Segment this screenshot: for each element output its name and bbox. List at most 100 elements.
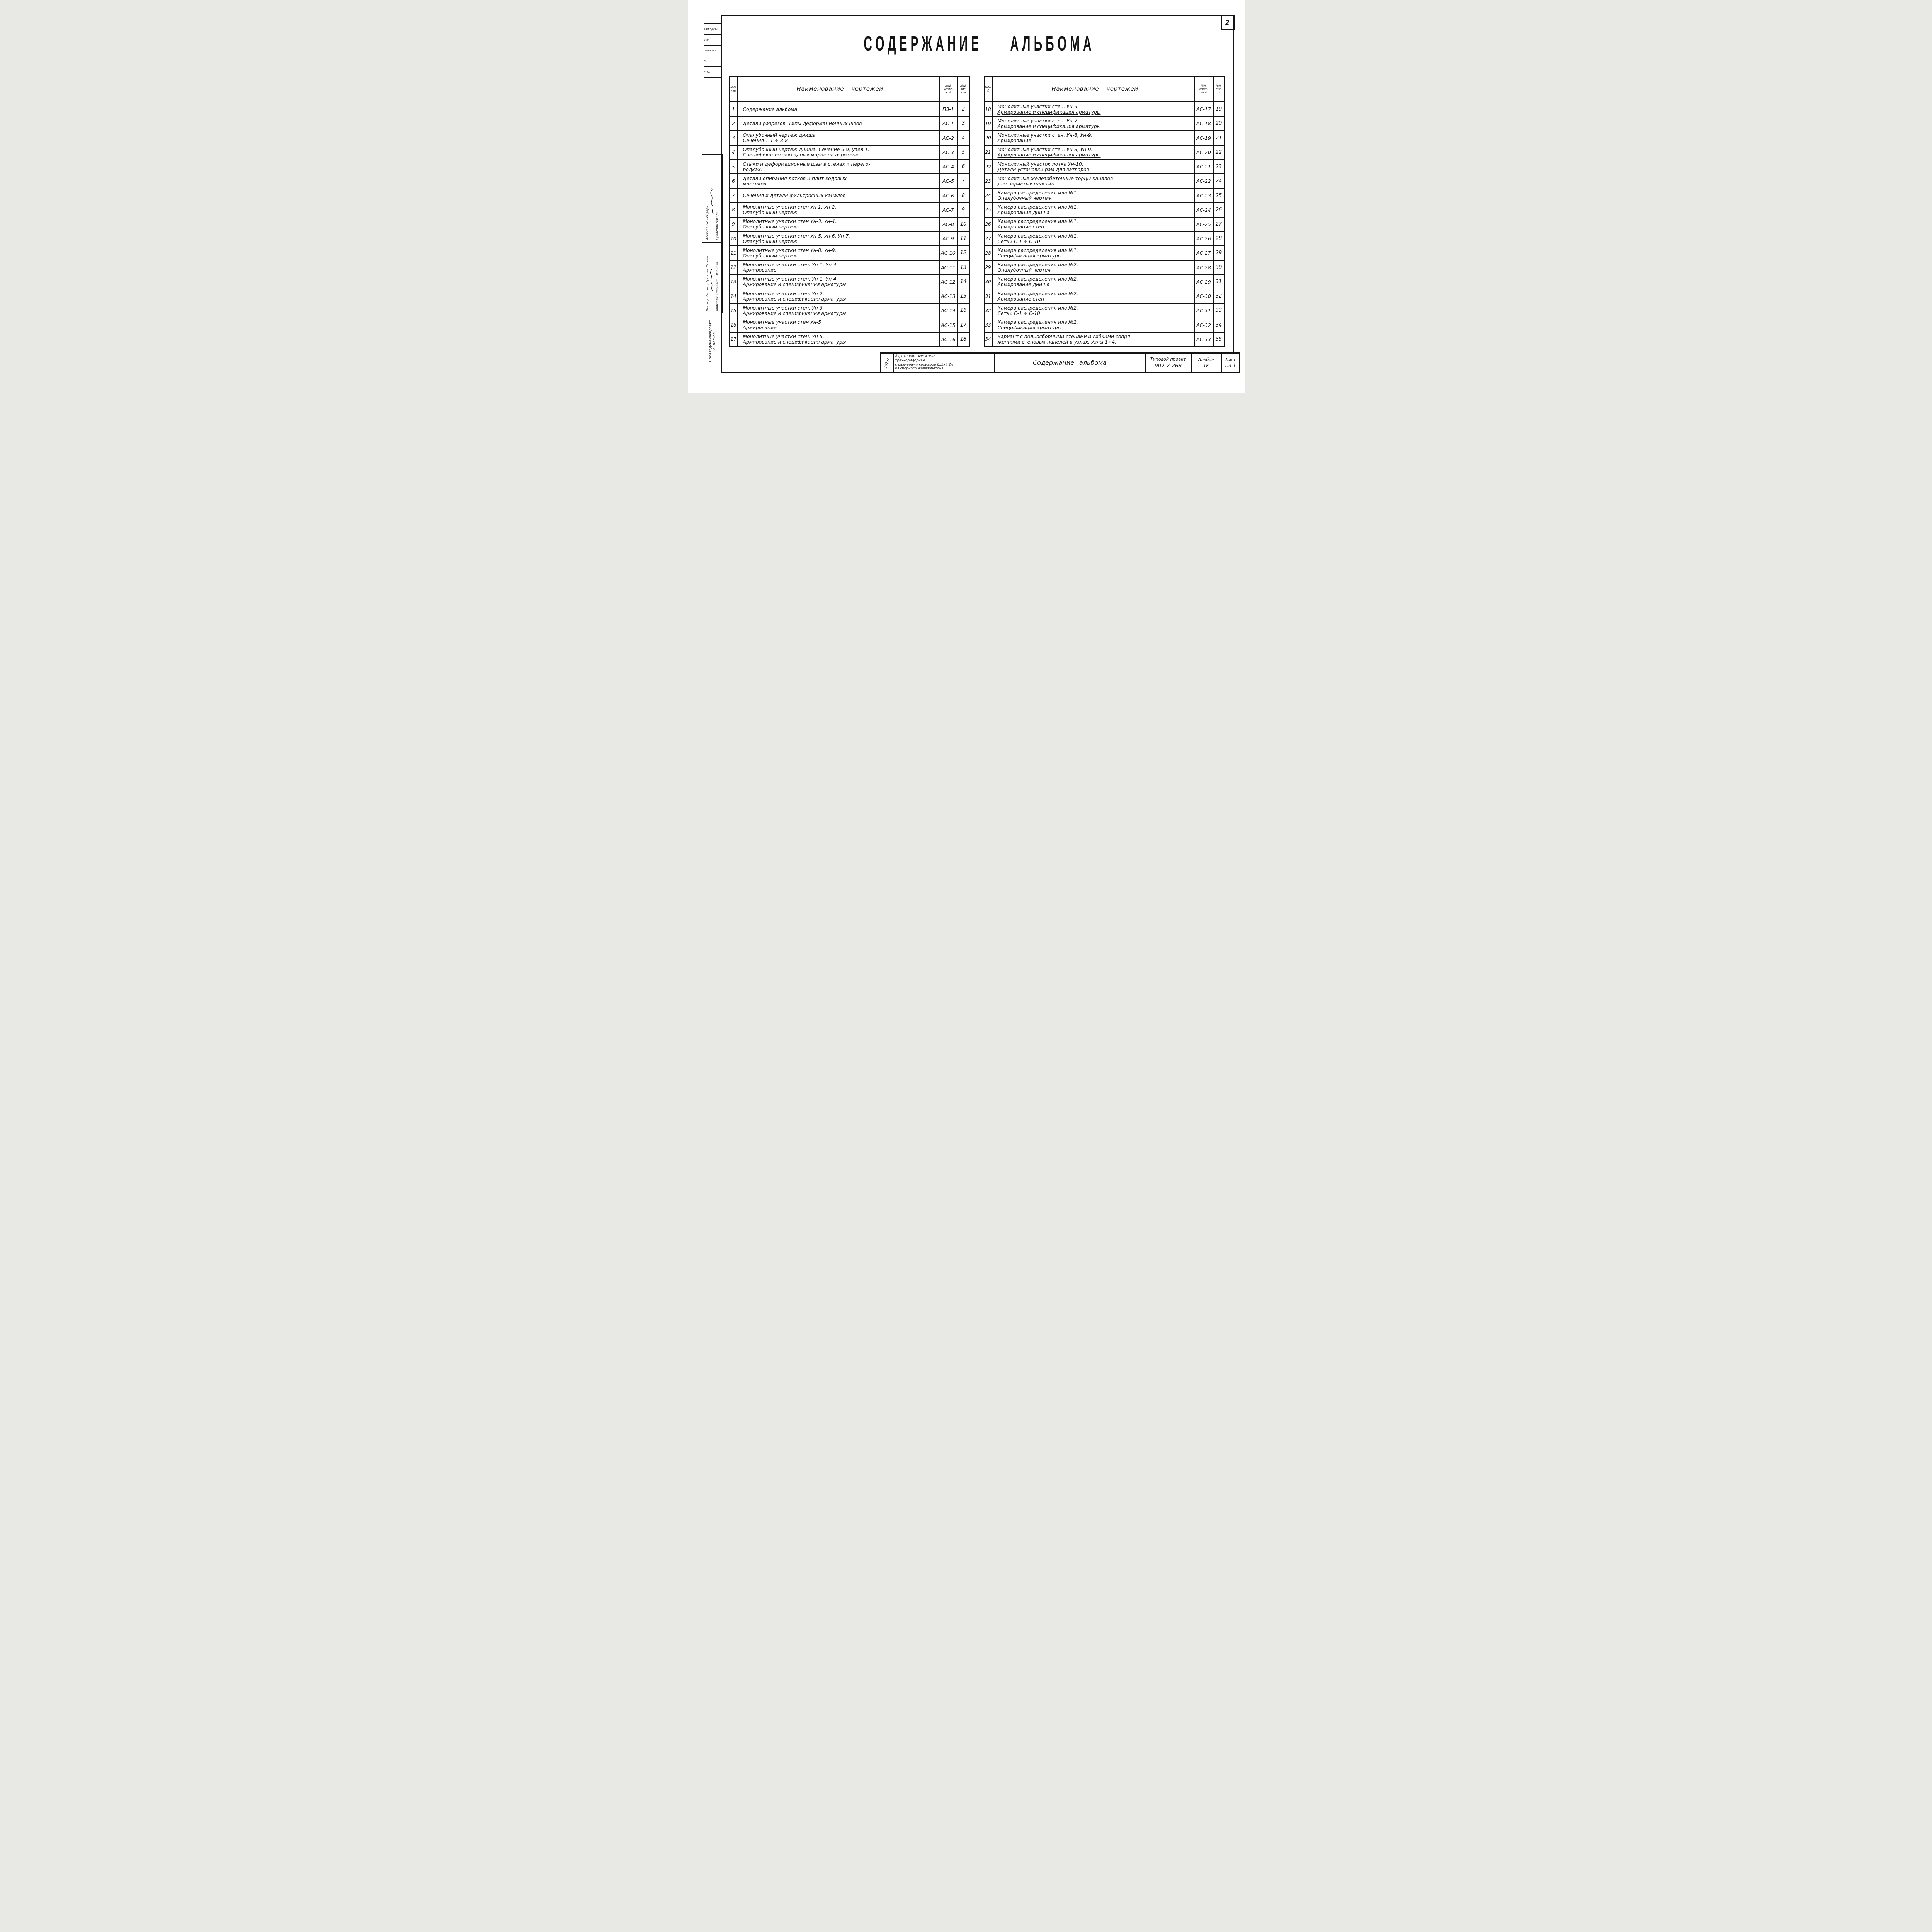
sheet-number: 22 bbox=[1215, 149, 1222, 155]
drawing-number: АС-9 bbox=[940, 232, 958, 246]
toc-row: 6 Детали опирания лотков и плит ходовых мо… bbox=[730, 173, 969, 188]
row-number: 3 bbox=[730, 131, 738, 145]
drawing-title-line2: родках. bbox=[743, 167, 762, 172]
drawing-title-line1: Монолитные участки стен. Ун-1, Ун-4. bbox=[743, 276, 838, 282]
drawing-number: П3-1 bbox=[940, 102, 958, 116]
signature-labels: Проверил Бакара bbox=[715, 211, 719, 240]
drawing-title: Монолитные участки стен Ун-8, Ун-9. Опалу… bbox=[738, 246, 940, 260]
drawing-title: Опалубочный чертеж днища. Сечения 1-1 ÷ 8… bbox=[738, 131, 940, 145]
drawing-number: АС-30 bbox=[1195, 289, 1214, 303]
row-number: 22 bbox=[985, 160, 993, 174]
drawing-title-line1: Стыки и деформационные швы в стенах и пе… bbox=[743, 161, 870, 167]
row-number: 29 bbox=[985, 260, 993, 274]
toc-row: 25 Камера распределения ила №1. Армировани… bbox=[985, 202, 1224, 217]
drawing-title: Монолитные участки стен. Ун-1, Ун-4. Арми… bbox=[738, 260, 940, 274]
header-drawing-no: №№ черте-жей bbox=[940, 77, 958, 101]
sheet-number: 21 bbox=[1215, 135, 1222, 141]
toc-row: 24 Камера распределения ила №1. Опалубочны… bbox=[985, 188, 1224, 202]
row-number: 34 bbox=[985, 332, 993, 346]
toc-row: 29 Камера распределения ила №2. Опалубочны… bbox=[985, 260, 1224, 274]
drawing-title: Монолитные участки стен. Ун-6 Армирование… bbox=[993, 102, 1195, 116]
row-number: 17 bbox=[730, 332, 738, 346]
drawing-title-line2: Опалубочный чертеж bbox=[743, 210, 798, 216]
drawing-sheet: 2 СОДЕРЖАНИЕ АЛЬБОМА №№ изм Наименование ч… bbox=[687, 0, 1245, 393]
drawing-title-line1: Камера распределения ила №1. bbox=[997, 190, 1078, 196]
drawing-number: АС-13 bbox=[940, 289, 958, 303]
drawing-title-line1: Камера распределения ила №1. bbox=[997, 247, 1078, 253]
row-number: 31 bbox=[985, 289, 993, 303]
drawing-title: Монолитные участки стен. Ун-7. Армировани… bbox=[993, 117, 1195, 131]
row-number: 13 bbox=[730, 275, 738, 289]
year-label: 1975г. bbox=[883, 356, 891, 369]
drawing-title-line1: Камера распределения ила №2. bbox=[997, 276, 1078, 282]
row-number: 21 bbox=[985, 145, 993, 159]
drawing-title-line2: Армирование и спецификация арматуры bbox=[743, 296, 846, 302]
drawing-title: Содержание альбома bbox=[738, 102, 940, 116]
drawing-title-line2: Опалубочный чертеж bbox=[997, 267, 1052, 273]
row-number: 23 bbox=[985, 174, 993, 188]
drawing-title-line1: Монолитные участки стен Ун-1, Ун-2. bbox=[743, 204, 837, 210]
drawing-number: АС-6 bbox=[940, 189, 958, 202]
sheet-number: 19 bbox=[1215, 106, 1222, 112]
sheet-number: 18 bbox=[960, 336, 967, 342]
sheet-number: 2 bbox=[961, 106, 965, 112]
signature-icon bbox=[710, 188, 713, 214]
title-block-year-cell: 1975г. bbox=[881, 354, 894, 372]
toc-row: 7 Сечения и детали фильтросных каналов АС-… bbox=[730, 188, 969, 202]
toc-row: 31 Камера распределения ила №2. Армировани… bbox=[985, 289, 1224, 303]
drawing-title-line2: Армирование и спецификация арматуры bbox=[743, 282, 846, 287]
sheet-number: 34 bbox=[1215, 322, 1222, 328]
drawing-title-line1: Камера распределения ила №2. bbox=[997, 291, 1078, 296]
header-drawing-name: Наименование чертежей bbox=[738, 77, 940, 101]
drawing-title: Камера распределения ила №1. Сетки С-1 ÷ … bbox=[993, 232, 1195, 246]
drawing-title: Монолитные участки стен. Ун-1, Ун-4. Арми… bbox=[738, 275, 940, 289]
header-drawing-name: Наименование чертежей bbox=[993, 77, 1195, 101]
drawing-number: АС-3 bbox=[940, 145, 958, 159]
toc-row: 14 Монолитные участки стен. Ун-2. Армирова… bbox=[730, 289, 969, 303]
row-number: 6 bbox=[730, 174, 738, 188]
drawing-title: Камера распределения ила №2. Опалубочный … bbox=[993, 260, 1195, 274]
drawing-title: Монолитный участок лотка Ун-10. Детали ус… bbox=[993, 160, 1195, 174]
sheet-number: 10 bbox=[960, 221, 967, 227]
sheet-number: 14 bbox=[960, 279, 967, 285]
project-label: Типовой проект bbox=[1150, 356, 1186, 362]
signature-stamp-lower: Нач. отд. Гл. спец. Рук. груп. Ст. инж. … bbox=[701, 242, 723, 313]
organization-stamp: Союзводоканалпроект г. Москва bbox=[704, 313, 721, 369]
toc-row: 19 Монолитные участки стен. Ун-7. Армирова… bbox=[985, 116, 1224, 131]
toc-row: 26 Камера распределения ила №1. Армировани… bbox=[985, 216, 1224, 231]
drawing-title-line2: Армирование bbox=[997, 138, 1031, 144]
row-number: 25 bbox=[985, 203, 993, 217]
drawing-title-line1: Монолитные участки стен. Ун-7. bbox=[997, 118, 1079, 124]
drawing-number: АС-18 bbox=[1195, 117, 1214, 131]
drawing-title-line1: Монолитные участки стен. Ун-5. bbox=[743, 334, 824, 340]
signature-names: Апосенко Опатовск. Сизонова bbox=[715, 262, 719, 311]
drawing-number: АС-14 bbox=[940, 304, 958, 318]
toc-row: 17 Монолитные участки стен. Ун-5. Армирова… bbox=[730, 332, 969, 346]
drawing-title: Монолитные участки стен. Ун-5. Армировани… bbox=[738, 332, 940, 346]
drawing-title-line2: мостиков bbox=[743, 181, 767, 187]
signature-roles: Нач. отд. Гл. спец. Рук. груп. Ст. инж. bbox=[705, 255, 709, 311]
toc-row: 12 Монолитные участки стен. Ун-1, Ун-4. Ар… bbox=[730, 260, 969, 274]
drawing-number: АС-11 bbox=[940, 260, 958, 274]
corner-stamp-row: ока-лист bbox=[703, 46, 721, 56]
page-number-box: 2 bbox=[1220, 15, 1235, 30]
sheet-number: 7 bbox=[961, 178, 965, 184]
drawing-number: АС-8 bbox=[940, 217, 958, 231]
toc-row: 5 Стыки и деформационные швы в стенах и п… bbox=[730, 159, 969, 174]
drawing-title-line1: Монолитный участок лотка Ун-10. bbox=[997, 161, 1083, 167]
drawing-title-line2: Сетки С-1 ÷ С-10 bbox=[997, 310, 1040, 316]
object-line: из сборного железобетона bbox=[895, 367, 944, 371]
toc-row: 28 Камера распределения ила №1. Спецификац… bbox=[985, 245, 1224, 260]
toc-row: 4 Опалубочный чертеж днища. Сечение 9-9, … bbox=[730, 145, 969, 159]
sheet-number: 6 bbox=[961, 164, 965, 170]
drawing-title-line1: Камера распределения ила №2. bbox=[997, 320, 1078, 325]
drawing-number: АС-31 bbox=[1195, 304, 1214, 318]
corner-stamp-row: 3 - 1 bbox=[703, 56, 721, 67]
row-number: 27 bbox=[985, 232, 993, 246]
drawing-title-line1: Монолитные участки стен. Ун-3. bbox=[743, 305, 824, 311]
drawing-title-line2: Армирование bbox=[743, 267, 777, 273]
drawing-title-line1: Монолитные участки стен. Ун-8, Ун-9. bbox=[997, 133, 1093, 138]
drawing-title-line2: Армирование стен bbox=[997, 296, 1044, 302]
toc-row: 11 Монолитные участки стен Ун-8, Ун-9. Опа… bbox=[730, 245, 969, 260]
drawing-title-line1: Монолитные участки стен. Ун-6 bbox=[997, 104, 1077, 109]
